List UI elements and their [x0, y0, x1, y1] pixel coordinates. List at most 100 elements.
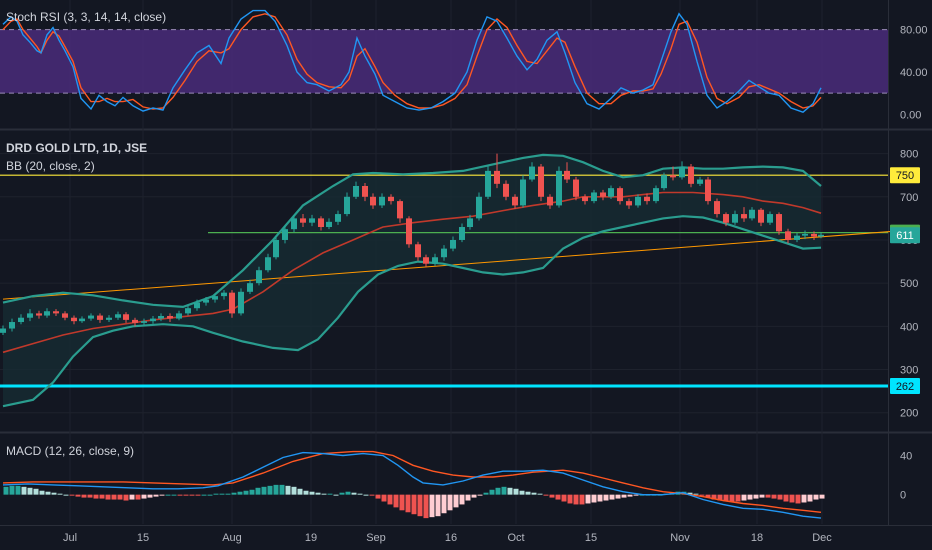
candle [291, 214, 297, 233]
candle [688, 163, 694, 188]
macd-histogram-bar [711, 494, 717, 500]
macd-histogram-bar [417, 494, 423, 517]
candle [476, 192, 482, 221]
x-tick-label: 16 [445, 532, 457, 544]
macd-histogram-bar [813, 494, 819, 500]
x-tick-label: Aug [222, 532, 242, 544]
macd-histogram-bar [231, 492, 237, 495]
candle-body [432, 257, 438, 264]
macd-histogram-bar [63, 494, 69, 496]
macd-histogram-bar [357, 493, 363, 495]
macd-histogram-bar [621, 494, 627, 498]
macd-histogram-bar [717, 494, 723, 501]
candle-body [582, 196, 588, 202]
stoch-y-tick-label: 40.00 [900, 67, 928, 79]
candle-body [573, 179, 579, 197]
macd-histogram-bar [465, 494, 471, 501]
candle [459, 223, 465, 243]
macd-histogram-bar [273, 484, 279, 495]
candle [415, 241, 421, 261]
candle-body [547, 196, 553, 206]
candle-body [697, 179, 703, 184]
macd-histogram-bar [297, 488, 303, 495]
macd-histogram-bar [189, 494, 195, 496]
candle [741, 207, 747, 222]
candle-body [141, 321, 147, 323]
candle-body [291, 218, 297, 230]
candle-body [212, 296, 218, 300]
candle [88, 313, 94, 321]
candle [27, 309, 33, 322]
macd-histogram-bar [405, 494, 411, 513]
candle-body [97, 315, 103, 320]
candle [265, 253, 271, 273]
macd-histogram-bar [765, 494, 771, 498]
macd-histogram-bar [687, 492, 693, 495]
macd-histogram-bar [573, 494, 579, 505]
candle [353, 181, 359, 199]
price-y-tick-label: 500 [900, 278, 918, 290]
candle [158, 313, 164, 322]
candle [617, 186, 623, 205]
candle-body [53, 311, 59, 314]
x-tick-label: 15 [137, 532, 149, 544]
macd-y-tick-label: 40 [900, 451, 912, 463]
candle-body [441, 248, 447, 258]
candle [600, 189, 606, 201]
candle [71, 315, 77, 325]
candle [758, 208, 764, 227]
stoch-rsi-title: Stoch RSI (3, 3, 14, 14, close) [6, 10, 166, 24]
candle [185, 305, 191, 316]
price-y-tick-label: 300 [900, 365, 918, 377]
candle [714, 198, 720, 218]
macd-histogram-bar [177, 494, 183, 496]
level-price-label: 611 [896, 230, 914, 242]
macd-histogram-bar [81, 494, 87, 498]
stoch-band-fill [0, 29, 888, 94]
macd-histogram-bar [99, 494, 105, 499]
macd-histogram-bar [3, 486, 9, 495]
level-price-label: 750 [896, 170, 914, 182]
candle-body [556, 170, 562, 206]
candle [379, 193, 385, 209]
macd-histogram-bar [603, 494, 609, 501]
candle [141, 318, 147, 326]
candle [106, 315, 112, 323]
macd-histogram-bar [723, 494, 729, 502]
candle-body [229, 292, 235, 314]
candle [661, 172, 667, 191]
macd-histogram-bar [237, 491, 243, 495]
candle [97, 313, 103, 323]
macd-histogram-bar [693, 493, 699, 495]
macd-histogram-bar [753, 494, 759, 499]
macd-histogram-bar [117, 494, 123, 500]
candle-body [88, 315, 94, 319]
candle [520, 175, 526, 208]
price-y-tick-label: 200 [900, 408, 918, 420]
candle-body [406, 218, 412, 245]
macd-y-tick-label: 0 [900, 490, 906, 502]
candle-body [370, 196, 376, 206]
macd-histogram-bar [789, 494, 795, 503]
candle-body [485, 170, 491, 197]
macd-histogram-bar [375, 494, 381, 499]
x-tick-label: Sep [366, 532, 386, 544]
bb-upper-line [2, 153, 822, 309]
candle-body [732, 214, 738, 223]
macd-histogram-bar [501, 486, 507, 495]
candle [282, 226, 288, 244]
x-tick-label: Nov [670, 532, 690, 544]
candle-body [635, 196, 641, 206]
stoch-y-tick-label: 0.00 [900, 109, 921, 121]
candle [123, 312, 129, 323]
macd-histogram-bar [507, 487, 513, 495]
candle-body [818, 234, 824, 237]
candle [423, 254, 429, 267]
level-price-tag [890, 227, 920, 244]
bb-basis-line [2, 191, 822, 354]
candle-body [459, 227, 465, 240]
macd-histogram-bar [279, 484, 285, 495]
macd-histogram-bar [159, 494, 165, 496]
candle-body [785, 231, 791, 240]
candle [582, 194, 588, 205]
